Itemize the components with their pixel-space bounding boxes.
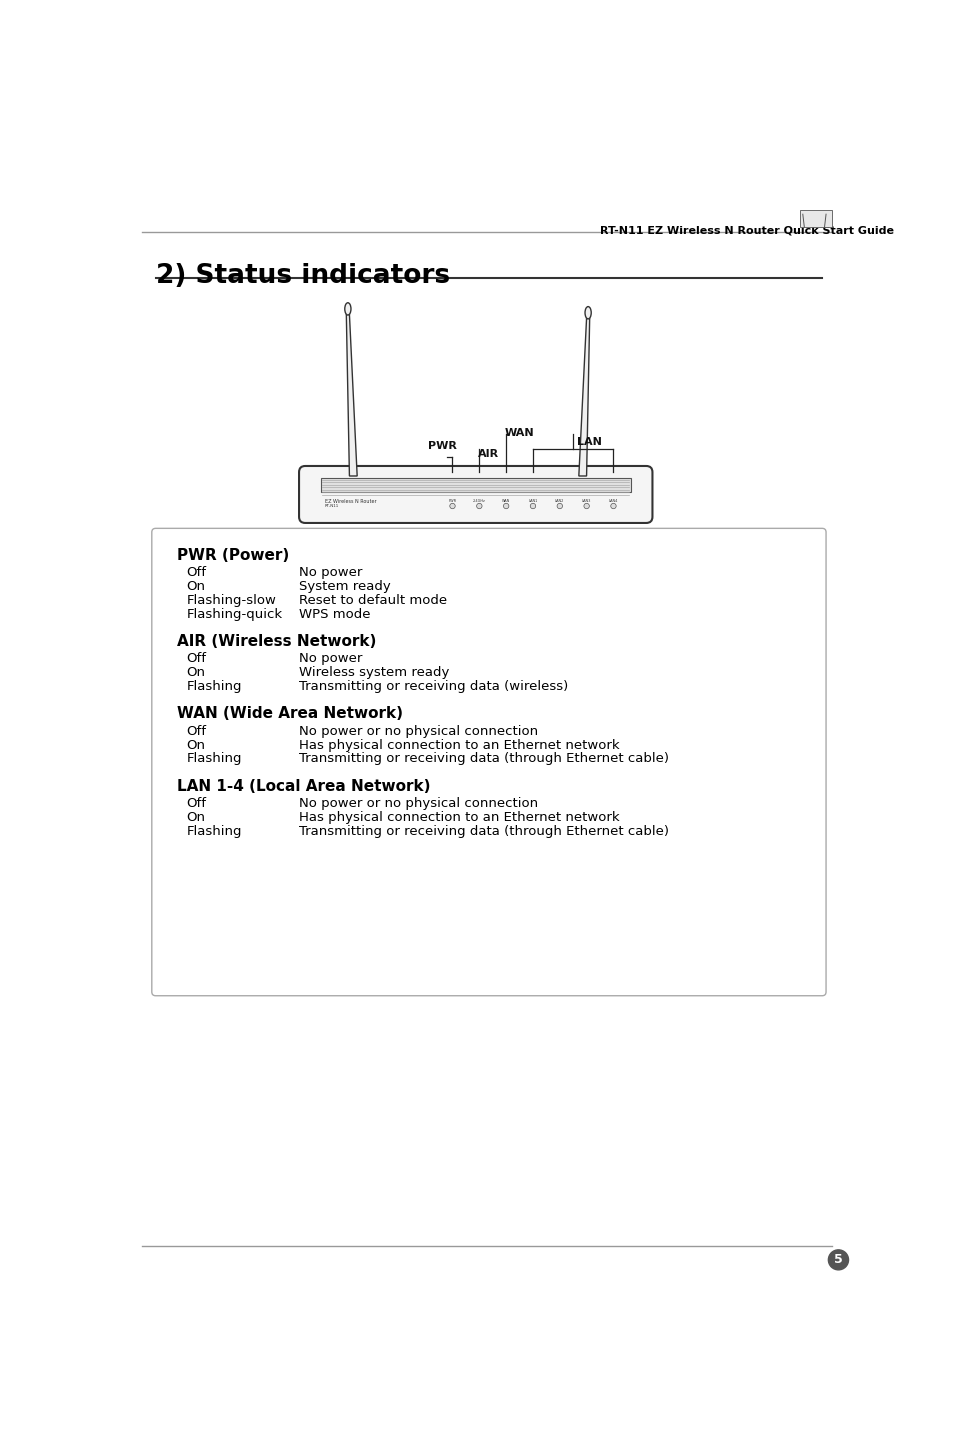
Text: Reset to default mode: Reset to default mode	[298, 594, 447, 607]
Bar	[320, 478, 630, 493]
Circle shape	[610, 503, 616, 508]
Text: EZ Wireless N Router: EZ Wireless N Router	[324, 500, 375, 504]
Text: Has physical connection to an Ethernet network: Has physical connection to an Ethernet n…	[298, 739, 619, 752]
Polygon shape	[578, 318, 589, 475]
Text: Flashing-quick: Flashing-quick	[187, 607, 282, 620]
Text: Wireless system ready: Wireless system ready	[298, 666, 449, 679]
Text: Transmitting or receiving data (through Ethernet cable): Transmitting or receiving data (through …	[298, 752, 668, 766]
Text: WPS mode: WPS mode	[298, 607, 370, 620]
Text: System ready: System ready	[298, 580, 391, 593]
Text: LAN 1-4 (Local Area Network): LAN 1-4 (Local Area Network)	[177, 779, 431, 793]
Text: Flashing: Flashing	[187, 752, 242, 766]
Text: PWR: PWR	[427, 441, 456, 451]
Text: Off: Off	[187, 725, 207, 737]
Text: Off: Off	[187, 566, 207, 579]
Polygon shape	[346, 314, 356, 475]
Text: LAN3: LAN3	[581, 500, 591, 503]
Text: AIR: AIR	[477, 450, 498, 460]
Circle shape	[557, 503, 562, 508]
Circle shape	[503, 503, 508, 508]
Text: 2) Status indicators: 2) Status indicators	[155, 262, 449, 289]
Text: Off: Off	[187, 653, 207, 666]
FancyBboxPatch shape	[298, 465, 652, 523]
Text: WAN (Wide Area Network): WAN (Wide Area Network)	[177, 706, 403, 722]
Ellipse shape	[344, 302, 351, 315]
Circle shape	[530, 503, 536, 508]
Text: On: On	[187, 666, 206, 679]
Text: Flashing: Flashing	[187, 825, 242, 838]
Text: On: On	[187, 739, 206, 752]
Text: Flashing: Flashing	[187, 680, 242, 693]
Text: 2.4GHz: 2.4GHz	[473, 500, 485, 503]
Text: Flashing-slow: Flashing-slow	[187, 594, 276, 607]
Text: WAN: WAN	[504, 428, 534, 438]
Text: PWR: PWR	[448, 500, 456, 503]
Text: On: On	[187, 811, 206, 823]
Bar	[799, 211, 831, 228]
Text: Has physical connection to an Ethernet network: Has physical connection to an Ethernet n…	[298, 811, 619, 823]
Text: RT-N11: RT-N11	[324, 504, 338, 508]
Text: No power or no physical connection: No power or no physical connection	[298, 725, 537, 737]
Circle shape	[583, 503, 589, 508]
Text: PWR (Power): PWR (Power)	[177, 547, 290, 563]
Text: 5: 5	[833, 1253, 841, 1266]
Text: No power: No power	[298, 653, 362, 666]
Text: AIR (Wireless Network): AIR (Wireless Network)	[177, 634, 376, 649]
Ellipse shape	[584, 306, 591, 319]
Text: LAN4: LAN4	[608, 500, 618, 503]
Text: No power: No power	[298, 566, 362, 579]
Text: RT-N11 EZ Wireless N Router Quick Start Guide: RT-N11 EZ Wireless N Router Quick Start …	[599, 226, 893, 236]
Text: Transmitting or receiving data (wireless): Transmitting or receiving data (wireless…	[298, 680, 568, 693]
Text: LAN1: LAN1	[528, 500, 537, 503]
Text: On: On	[187, 580, 206, 593]
Circle shape	[476, 503, 481, 508]
Circle shape	[449, 503, 455, 508]
Text: LAN: LAN	[577, 438, 601, 447]
Text: WAN: WAN	[501, 500, 510, 503]
Text: No power or no physical connection: No power or no physical connection	[298, 798, 537, 811]
Text: Off: Off	[187, 798, 207, 811]
Circle shape	[827, 1250, 847, 1270]
Text: LAN2: LAN2	[555, 500, 564, 503]
Text: Transmitting or receiving data (through Ethernet cable): Transmitting or receiving data (through …	[298, 825, 668, 838]
FancyBboxPatch shape	[152, 528, 825, 995]
